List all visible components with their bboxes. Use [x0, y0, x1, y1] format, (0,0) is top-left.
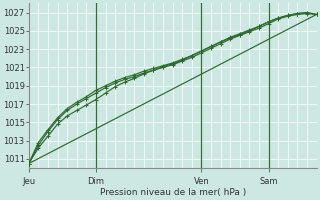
X-axis label: Pression niveau de la mer( hPa ): Pression niveau de la mer( hPa ): [100, 188, 246, 197]
